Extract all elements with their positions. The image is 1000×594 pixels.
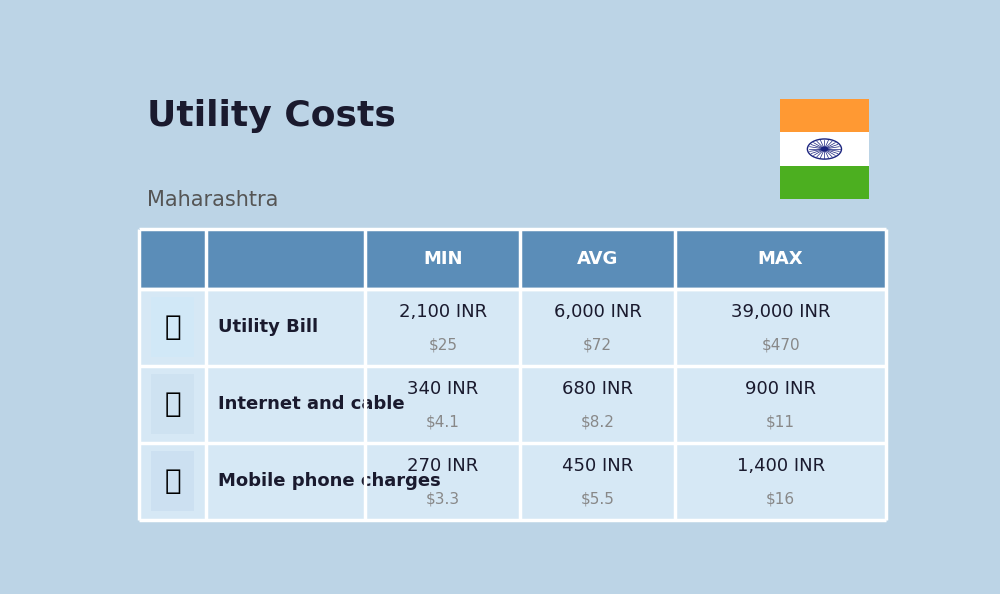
Bar bbox=[520, 365, 675, 443]
Text: $11: $11 bbox=[766, 415, 795, 430]
Text: 📡: 📡 bbox=[164, 390, 181, 418]
Bar bbox=[206, 365, 365, 443]
Text: 📱: 📱 bbox=[164, 467, 181, 495]
Text: AVG: AVG bbox=[577, 250, 618, 268]
Bar bbox=[151, 374, 194, 434]
Text: 1,400 INR: 1,400 INR bbox=[737, 457, 825, 475]
Bar bbox=[675, 289, 886, 365]
Text: 🔌: 🔌 bbox=[164, 313, 181, 341]
Text: $16: $16 bbox=[766, 492, 795, 507]
Text: $72: $72 bbox=[583, 338, 612, 353]
Text: 270 INR: 270 INR bbox=[407, 457, 478, 475]
Text: $5.5: $5.5 bbox=[581, 492, 615, 507]
Text: Utility Costs: Utility Costs bbox=[147, 99, 396, 132]
Text: $470: $470 bbox=[761, 338, 800, 353]
Bar bbox=[151, 451, 194, 511]
Bar bbox=[780, 166, 869, 200]
Text: Utility Bill: Utility Bill bbox=[218, 318, 318, 336]
Bar bbox=[139, 289, 206, 365]
Text: Maharashtra: Maharashtra bbox=[147, 190, 278, 210]
Text: Internet and cable: Internet and cable bbox=[218, 395, 405, 413]
Text: $8.2: $8.2 bbox=[581, 415, 615, 430]
Text: 340 INR: 340 INR bbox=[407, 380, 478, 399]
Text: $3.3: $3.3 bbox=[426, 492, 460, 507]
Text: 680 INR: 680 INR bbox=[562, 380, 633, 399]
Bar bbox=[365, 289, 520, 365]
Bar bbox=[139, 443, 206, 520]
Circle shape bbox=[821, 147, 828, 151]
Text: $4.1: $4.1 bbox=[426, 415, 460, 430]
Bar bbox=[675, 443, 886, 520]
Bar bbox=[139, 365, 206, 443]
Bar bbox=[675, 365, 886, 443]
Text: 900 INR: 900 INR bbox=[745, 380, 816, 399]
Bar bbox=[206, 289, 365, 365]
Bar bbox=[520, 289, 675, 365]
Text: 39,000 INR: 39,000 INR bbox=[731, 304, 830, 321]
Text: Mobile phone charges: Mobile phone charges bbox=[218, 472, 441, 490]
Bar bbox=[365, 365, 520, 443]
Text: 450 INR: 450 INR bbox=[562, 457, 633, 475]
Bar bbox=[780, 132, 869, 166]
Text: 6,000 INR: 6,000 INR bbox=[554, 304, 642, 321]
Text: MIN: MIN bbox=[423, 250, 462, 268]
Bar bbox=[151, 298, 194, 357]
Bar bbox=[365, 443, 520, 520]
Text: $25: $25 bbox=[428, 338, 457, 353]
Bar bbox=[780, 99, 869, 132]
Text: MAX: MAX bbox=[758, 250, 803, 268]
Bar bbox=[139, 229, 886, 289]
Text: 2,100 INR: 2,100 INR bbox=[399, 304, 487, 321]
Bar bbox=[520, 443, 675, 520]
Bar bbox=[206, 443, 365, 520]
